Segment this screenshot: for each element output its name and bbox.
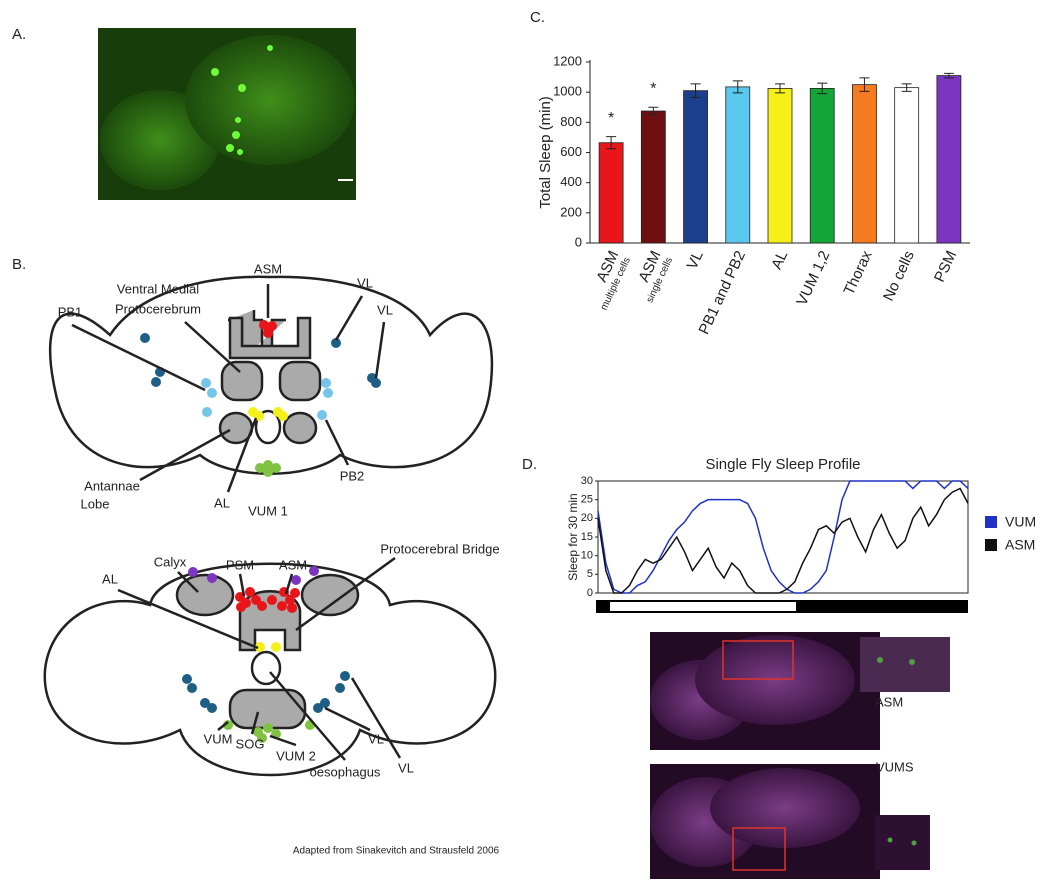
diagram-label: Protocerebrum: [115, 301, 201, 316]
brain-diagram-bottom: [43, 556, 497, 777]
x-tick-label: No cells: [880, 248, 918, 304]
y-tick-label: 400: [560, 174, 582, 189]
bar: [725, 86, 751, 244]
bar: [767, 87, 793, 244]
y-tick-label: 1200: [553, 53, 582, 68]
y-tick-label: 15: [581, 531, 593, 543]
error-bar: [943, 72, 954, 79]
legend-label: VUM: [1005, 514, 1036, 530]
y-axis-label: Total Sleep (min): [537, 96, 554, 209]
bar: [936, 75, 962, 244]
diagram-label: AL: [214, 495, 230, 510]
x-tick-label: VUM 1,2: [793, 248, 833, 308]
y-tick-label: 5: [587, 568, 593, 580]
y-tick-label: 800: [560, 114, 582, 129]
bar: [598, 142, 624, 244]
diagram-label: PSM: [226, 557, 254, 572]
bar: [683, 90, 708, 244]
diagram-labels: ASM Ventral Medial Protocerebrum VL VL P…: [58, 261, 500, 856]
diagram-label: AL: [102, 571, 118, 586]
y-tick-label: 25: [581, 494, 593, 506]
x-tick-label: AL: [768, 248, 791, 272]
plot-frame: [597, 480, 969, 594]
diagram-label: VUM: [204, 731, 233, 746]
diagram-label: oesophagus: [310, 764, 381, 779]
y-tick-label: 30: [581, 475, 593, 487]
micrographs-d: ASM VUMS: [650, 632, 950, 879]
diagram-label: Lobe: [81, 496, 110, 511]
x-tick-label-group: VL: [684, 248, 707, 272]
y-tick-label: 20: [581, 512, 593, 524]
error-bar: [901, 83, 912, 92]
bar: [894, 87, 920, 244]
x-tick-label-group: Thorax: [841, 248, 876, 298]
diagram-label: Calyx: [154, 554, 187, 569]
series-line: [597, 487, 969, 594]
panel-label: D.: [522, 456, 537, 473]
x-tick-label-group: VUM 1,2: [793, 248, 833, 308]
image-label: VUMS: [876, 759, 914, 774]
diagram-label: VL: [357, 275, 373, 290]
series-line: [597, 480, 969, 594]
credit: Adapted from Sinakevitch and Strausfeld …: [293, 846, 500, 857]
legend-label: ASM: [1005, 537, 1035, 553]
diagram-label: Protocerebral Bridge: [380, 541, 499, 556]
bar: [809, 87, 835, 244]
bar: [852, 84, 877, 244]
micrograph-a: [98, 28, 356, 200]
x-tick-label: VL: [684, 248, 707, 272]
diagram-label: VUM 1: [248, 503, 288, 518]
x-tick-label-group: PSM: [931, 248, 960, 285]
error-bar: [690, 83, 701, 98]
y-tick-label: 600: [560, 144, 582, 159]
diagram-label: VUM 2: [276, 748, 316, 763]
diagram-label: VL: [377, 302, 393, 317]
x-tick-label-group: AL: [768, 248, 791, 272]
diagram-label: Ventral Medial: [117, 281, 199, 296]
panel-label: A.: [12, 26, 26, 43]
diagram-label: ASM: [279, 557, 307, 572]
x-tick-label: Thorax: [841, 248, 876, 298]
chart-title: Single Fly Sleep Profile: [705, 456, 860, 473]
diagram-label: Antannae: [84, 478, 140, 493]
y-tick-label: 1000: [553, 84, 582, 99]
diagram-label: SOG: [236, 736, 265, 751]
y-tick-label: 0: [575, 234, 582, 249]
x-tick-label-group: No cells: [880, 248, 918, 304]
diagram-label: ASM: [254, 261, 282, 276]
light-dark-bar: [596, 600, 968, 613]
diagram-label: VL: [368, 731, 384, 746]
significance: *: [650, 80, 656, 97]
diagram-label: VL: [398, 760, 414, 775]
error-bar: [606, 136, 617, 150]
panel-label: B.: [12, 256, 26, 273]
x-tick-label: PSM: [931, 248, 960, 285]
legend-swatch: [985, 516, 997, 528]
y-tick-label: 0: [587, 587, 593, 599]
diagram-label: PB2: [340, 468, 365, 483]
brain-diagram-top: [48, 275, 494, 493]
y-axis-label: Sleep for 30 min: [566, 493, 580, 580]
significance: *: [608, 110, 614, 127]
error-bar: [648, 106, 659, 116]
error-bar: [859, 77, 870, 92]
error-bar: [775, 83, 785, 94]
legend-swatch: [985, 539, 997, 551]
error-bar: [732, 80, 743, 94]
y-tick-label: 10: [581, 550, 593, 562]
error-bar: [817, 82, 828, 95]
bar: [640, 110, 666, 244]
image-label: ASM: [875, 694, 903, 709]
diagram-label: PB1: [58, 304, 83, 319]
panel-label: C.: [530, 9, 545, 26]
y-tick-label: 200: [560, 204, 582, 219]
